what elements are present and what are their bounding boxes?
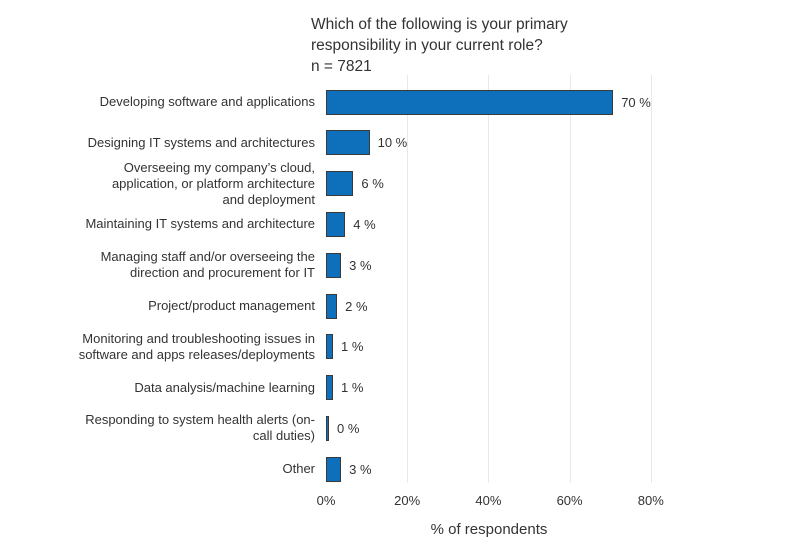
gridline bbox=[407, 75, 409, 483]
bar bbox=[326, 375, 334, 401]
value-label: 70 % bbox=[621, 94, 651, 110]
x-tick-label: 60% bbox=[556, 493, 583, 508]
gridline bbox=[650, 75, 652, 483]
value-label: 3 % bbox=[349, 257, 372, 273]
x-tick-label: 80% bbox=[637, 493, 664, 508]
bar bbox=[326, 334, 334, 360]
category-label: Project/product management bbox=[148, 297, 315, 313]
value-label: 1 % bbox=[341, 380, 364, 396]
category-label: Responding to system health alerts (on-c… bbox=[85, 412, 315, 444]
bar bbox=[326, 130, 370, 156]
value-label: 1 % bbox=[341, 339, 364, 355]
chart-title-line2: responsibility in your current role? bbox=[311, 37, 543, 54]
value-label: 4 % bbox=[353, 216, 376, 232]
category-label: Developing software and applications bbox=[99, 93, 315, 109]
sample-size: n = 7821 bbox=[311, 58, 372, 75]
bar bbox=[326, 171, 354, 197]
bar bbox=[326, 89, 614, 115]
category-label: Designing IT systems and architectures bbox=[87, 134, 315, 150]
category-label: Managing staff and/or overseeing the dire… bbox=[100, 249, 315, 281]
bar bbox=[326, 415, 329, 441]
value-label: 2 % bbox=[345, 298, 368, 314]
value-label: 6 % bbox=[361, 176, 384, 192]
x-tick-label: 40% bbox=[475, 493, 502, 508]
x-tick-label: 0% bbox=[316, 493, 336, 508]
value-label: 0 % bbox=[337, 420, 360, 436]
value-label: 3 % bbox=[349, 461, 372, 477]
category-label: Monitoring and troubleshooting issues in… bbox=[78, 330, 315, 362]
chart-title-line1: Which of the following is your primary bbox=[311, 16, 568, 33]
bar bbox=[326, 293, 338, 319]
x-axis-label: % of respondents bbox=[430, 521, 548, 538]
category-label: Maintaining IT systems and architecture bbox=[85, 216, 315, 232]
x-tick-label: 20% bbox=[394, 493, 421, 508]
category-label: Overseeing my company’s cloud, applicatio… bbox=[111, 159, 315, 207]
bar bbox=[326, 456, 342, 482]
category-label: Other bbox=[282, 461, 315, 477]
gridline bbox=[488, 75, 490, 483]
gridline bbox=[569, 75, 571, 483]
bar bbox=[326, 211, 346, 237]
chart-title: Which of the following is your primary r… bbox=[311, 14, 568, 77]
category-label: Data analysis/machine learning bbox=[134, 379, 315, 395]
value-label: 10 % bbox=[377, 135, 408, 151]
bar bbox=[326, 252, 342, 278]
